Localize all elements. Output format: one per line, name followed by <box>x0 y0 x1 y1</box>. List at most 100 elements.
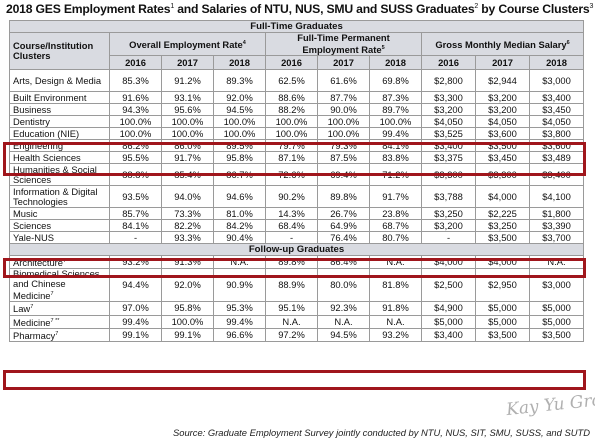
table-cell: $2,944 <box>475 69 530 93</box>
table-cell: 93.5% <box>109 185 162 209</box>
table-cell: 69.4% <box>317 163 370 187</box>
year-header: 2017 <box>317 55 370 71</box>
table-cell: 80.7% <box>369 231 422 245</box>
employment-table: Full-Time Graduates Course/Institution C… <box>8 20 585 342</box>
table-cell: 95.8% <box>161 301 214 316</box>
section-label: Follow-up Graduates <box>8 243 585 257</box>
table-cell: $4,100 <box>528 185 585 209</box>
table-cell: 99.1% <box>109 327 162 342</box>
table-cell: 85.3% <box>109 69 162 93</box>
year-header: 2016 <box>109 55 162 71</box>
table-cell: 94.5% <box>317 327 370 342</box>
course-name: Health Sciences <box>9 151 110 165</box>
table-cell: 73.3% <box>161 207 214 221</box>
year-header: 2017 <box>161 55 214 71</box>
table-row: Engineering 86.2% 86.0% 89.5% 79.7% 79.3% 84.1… <box>9 139 585 153</box>
table-cell: 100.0% <box>317 127 370 141</box>
table-cell: N.A. <box>528 255 585 270</box>
table-cell: 14.3% <box>265 207 318 221</box>
course-name: Information & Digital Technologies <box>9 185 110 209</box>
watermark: Kay Yu Group <box>505 387 595 421</box>
table-row: Biomedical Sciences and Chinese Medicine… <box>9 268 585 303</box>
table-cell: 100.0% <box>213 127 266 141</box>
table-cell: 87.3% <box>369 91 422 105</box>
table-cell: $3,200 <box>421 219 476 233</box>
table-row: Law7 97.0% 95.8% 95.3% 95.1% 92.3% 91.8% $4,900… <box>9 301 585 316</box>
table-cell: 96.6% <box>213 327 266 342</box>
table-cell: $3,500 <box>475 139 530 153</box>
table-cell: 91.7% <box>369 185 422 209</box>
table-cell: N.A. <box>265 314 318 329</box>
table-cell: $2,225 <box>475 207 530 221</box>
course-name: Yale-NUS <box>9 231 110 245</box>
table-cell: 100.0% <box>213 115 266 129</box>
table-cell: $3,000 <box>528 268 585 303</box>
table-cell: $3,200 <box>475 103 530 117</box>
table-cell: 99.4% <box>369 127 422 141</box>
course-name: Architecture7 ** <box>9 255 110 270</box>
table-cell: - <box>109 231 162 245</box>
table-cell: $3,375 <box>421 151 476 165</box>
table-cell: 93.2% <box>369 327 422 342</box>
table-cell: $3,500 <box>528 327 585 342</box>
course-name: Built Environment <box>9 91 110 105</box>
header-permanent: Full-Time Permanent Employment Rate5 <box>265 31 422 57</box>
course-name: Dentistry <box>9 115 110 129</box>
table-row: Sciences 84.1% 82.2% 84.2% 68.4% 64.9% 68.7% $3… <box>9 219 585 233</box>
course-name: Music <box>9 207 110 221</box>
table-row: Yale-NUS -93.3% 90.4% -76.4% 80.7% - $3,500 $3,… <box>9 231 585 245</box>
table-cell: $5,000 <box>528 301 585 316</box>
table-cell: 94.5% <box>213 103 266 117</box>
table-cell: $1,800 <box>528 207 585 221</box>
table-row: Information & Digital Technologies 93.5% 9… <box>9 185 585 209</box>
table-cell: 88.2% <box>265 103 318 117</box>
table-row: Business 94.3% 95.6% 94.5% 88.2% 90.0% 89.7% $3… <box>9 103 585 117</box>
table-cell: 82.2% <box>161 219 214 233</box>
table-cell: 26.7% <box>317 207 370 221</box>
table-cell: 91.6% <box>109 91 162 105</box>
table-cell: $3,788 <box>421 185 476 209</box>
year-header: 2018 <box>369 55 422 71</box>
table-cell: 91.3% <box>161 255 214 270</box>
table-cell: 99.4% <box>109 314 162 329</box>
table-cell: $4,050 <box>421 115 476 129</box>
table-cell: 95.5% <box>109 151 162 165</box>
table-cell: 80.0% <box>317 268 370 303</box>
table-cell: 95.3% <box>213 301 266 316</box>
table-cell: 91.8% <box>369 301 422 316</box>
table-cell: $3,600 <box>528 139 585 153</box>
year-header: 2016 <box>421 55 476 71</box>
table-row: Dentistry 100.0% 100.0% 100.0% 100.0% 100.0% 1… <box>9 115 585 129</box>
table-cell: $5,000 <box>528 314 585 329</box>
table-cell: 90.9% <box>213 268 266 303</box>
table-cell: 92.0% <box>213 91 266 105</box>
table-cell: 23.8% <box>369 207 422 221</box>
table-cell: 90.0% <box>317 103 370 117</box>
table-cell: 84.1% <box>369 139 422 153</box>
table-cell: $4,050 <box>475 115 530 129</box>
table-cell: 91.7% <box>161 151 214 165</box>
table-cell: - <box>265 231 318 245</box>
table-cell: 93.1% <box>161 91 214 105</box>
table-cell: 93.3% <box>161 231 214 245</box>
table-cell: 88.6% <box>265 91 318 105</box>
table-cell: 87.7% <box>317 91 370 105</box>
table-cell: $3,800 <box>528 127 585 141</box>
table-cell: $3,300 <box>421 163 476 187</box>
table-row: Humanities & Social Sciences 88.8% 85.4% 86… <box>9 163 585 187</box>
year-header: 2018 <box>528 55 585 71</box>
table-row: Music 85.7% 73.3% 81.0% 14.3% 26.7% 23.8% $3,25… <box>9 207 585 221</box>
table-cell: $2,800 <box>421 69 476 93</box>
table-cell: 86.7% <box>213 163 266 187</box>
table-cell: $5,000 <box>475 314 530 329</box>
table-cell: $3,450 <box>528 103 585 117</box>
header-course: Course/Institution Clusters <box>9 31 110 71</box>
table-cell: $4,000 <box>421 255 476 270</box>
table-cell: N.A. <box>369 255 422 270</box>
table-cell: 100.0% <box>317 115 370 129</box>
table-body: Full-Time Graduates Course/Institution C… <box>8 20 585 342</box>
table-cell: 79.3% <box>317 139 370 153</box>
section-header-fulltime: Full-Time Graduates <box>8 20 585 33</box>
table-cell: 92.3% <box>317 301 370 316</box>
table-cell: 100.0% <box>109 115 162 129</box>
